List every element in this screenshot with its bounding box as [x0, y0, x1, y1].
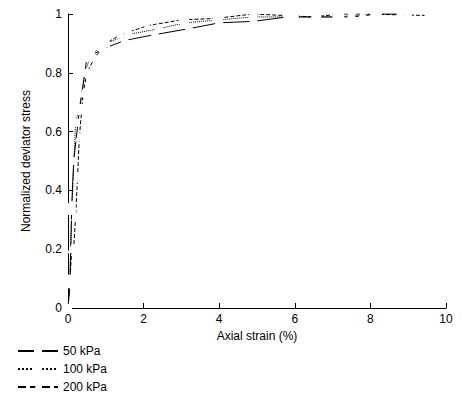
svg-text:0.2: 0.2: [45, 242, 62, 256]
svg-text:Axial strain (%): Axial strain (%): [217, 329, 298, 343]
svg-text:50 kPa: 50 kPa: [63, 344, 101, 358]
svg-text:8: 8: [367, 312, 374, 326]
svg-text:6: 6: [291, 312, 298, 326]
svg-text:10: 10: [439, 312, 453, 326]
svg-text:200 kPa: 200 kPa: [63, 380, 107, 394]
svg-text:0.6: 0.6: [45, 125, 62, 139]
svg-text:1: 1: [55, 7, 62, 21]
svg-text:0.4: 0.4: [45, 183, 62, 197]
svg-text:0: 0: [65, 312, 72, 326]
svg-text:0.8: 0.8: [45, 66, 62, 80]
svg-text:Normalized deviator stress: Normalized deviator stress: [19, 90, 33, 232]
svg-text:2: 2: [140, 312, 147, 326]
svg-text:100 kPa: 100 kPa: [63, 362, 107, 376]
svg-text:0: 0: [55, 301, 62, 315]
svg-text:4: 4: [216, 312, 223, 326]
